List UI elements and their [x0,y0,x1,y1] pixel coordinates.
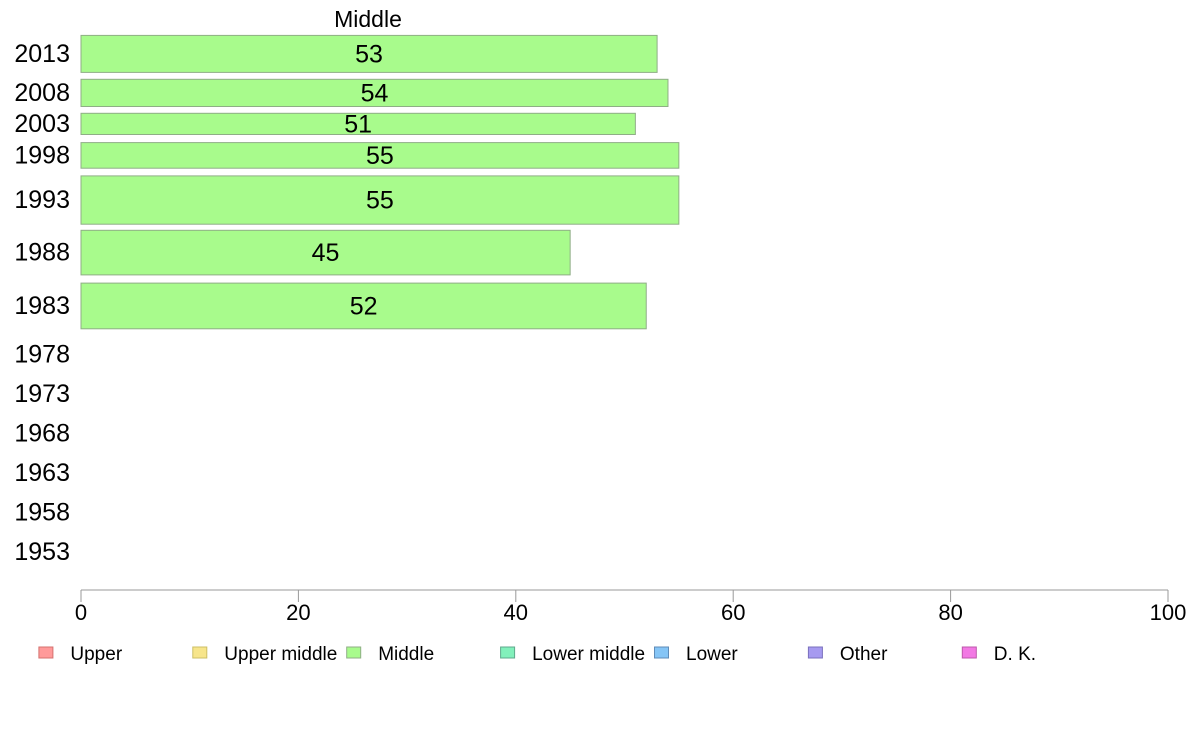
svg-text:60: 60 [721,600,745,625]
svg-text:Other: Other [840,644,888,665]
svg-text:45: 45 [312,239,340,267]
svg-text:1973: 1973 [14,380,70,408]
svg-text:1998: 1998 [14,141,70,169]
svg-text:80: 80 [938,600,962,625]
svg-text:51: 51 [344,110,372,138]
svg-text:Lower middle: Lower middle [532,644,645,665]
svg-text:0: 0 [75,600,87,625]
svg-text:Lower: Lower [686,644,738,665]
svg-text:54: 54 [361,79,389,107]
svg-text:1983: 1983 [14,292,70,320]
svg-text:100: 100 [1150,600,1187,625]
svg-text:1968: 1968 [14,420,70,448]
svg-text:Upper: Upper [70,644,122,665]
svg-text:Upper middle: Upper middle [224,644,337,665]
svg-text:55: 55 [366,142,394,170]
svg-text:D. K.: D. K. [994,644,1036,665]
svg-text:Middle: Middle [378,644,434,665]
svg-text:Middle: Middle [334,6,402,32]
svg-text:1988: 1988 [14,239,70,267]
svg-text:1953: 1953 [14,538,70,566]
svg-text:1958: 1958 [14,499,70,527]
svg-text:40: 40 [504,600,528,625]
svg-text:2008: 2008 [14,79,70,107]
svg-text:2003: 2003 [14,110,70,138]
svg-text:1993: 1993 [14,186,70,214]
svg-text:53: 53 [355,40,383,68]
svg-text:1978: 1978 [14,341,70,369]
svg-text:1963: 1963 [14,459,70,487]
svg-text:2013: 2013 [14,40,70,68]
svg-text:20: 20 [286,600,310,625]
svg-text:55: 55 [366,187,394,215]
svg-text:52: 52 [350,292,378,320]
